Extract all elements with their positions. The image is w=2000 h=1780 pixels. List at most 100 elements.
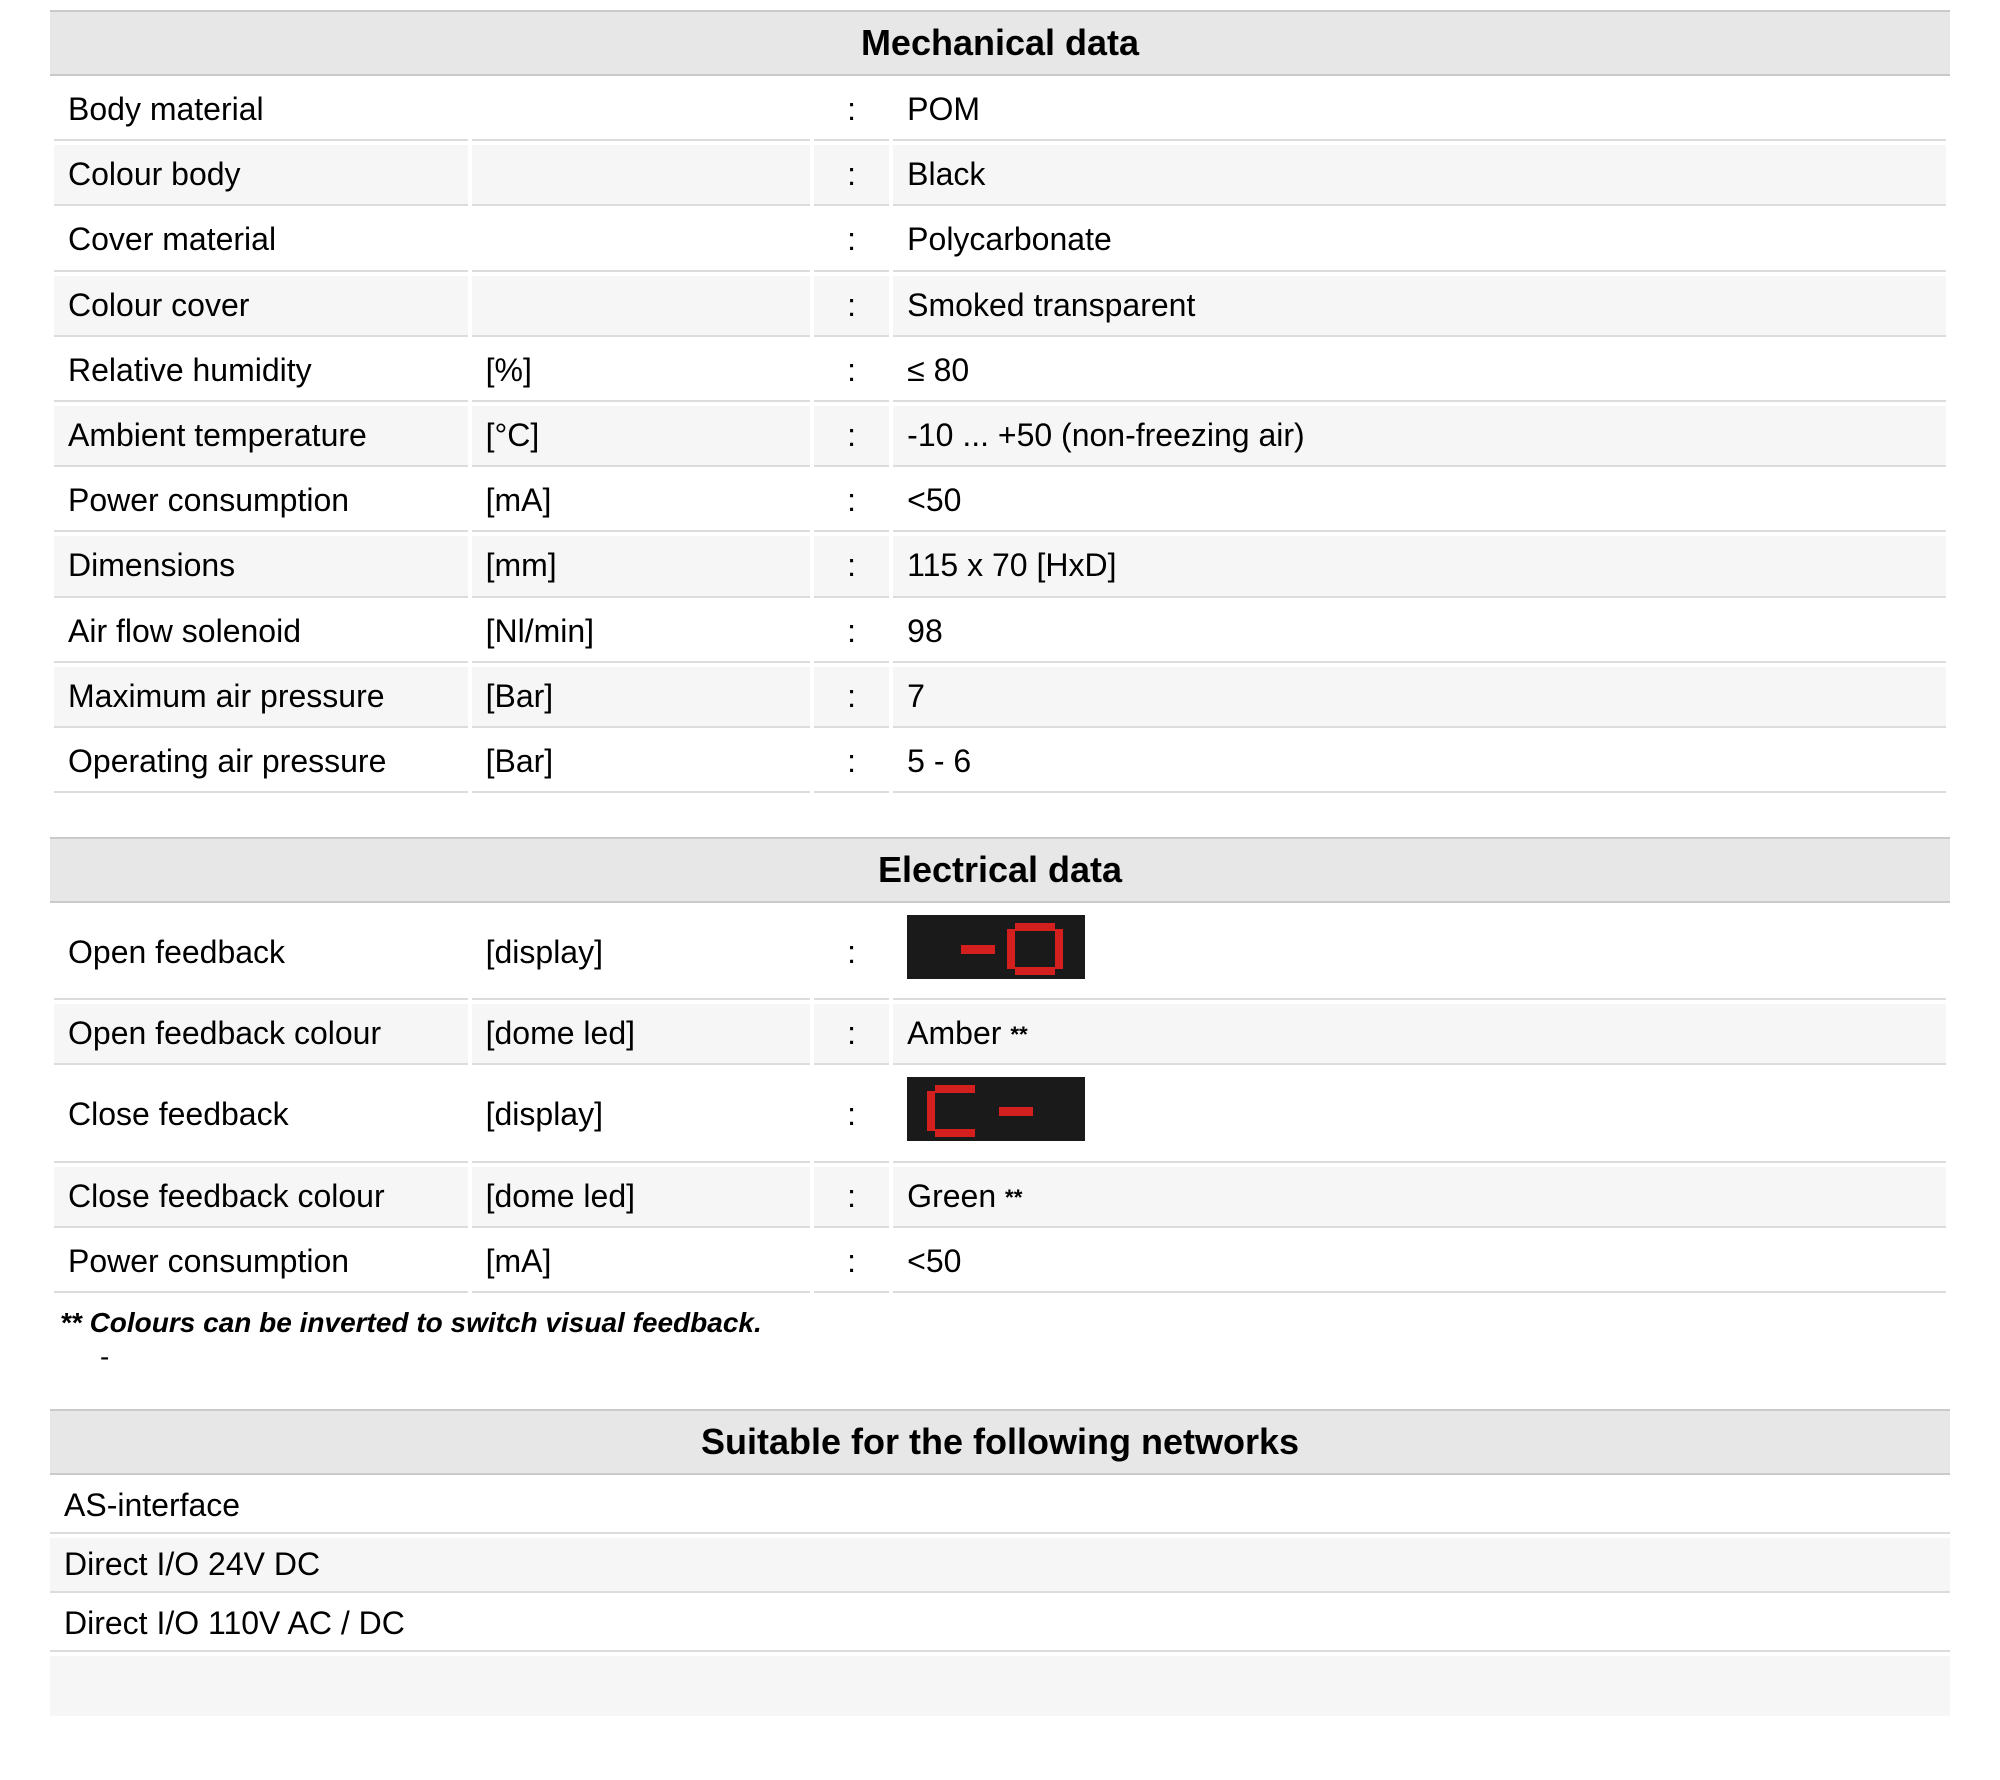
spec-value: Amber ** — [893, 1004, 1946, 1065]
spec-colon: : — [814, 1232, 889, 1293]
spec-label: Ambient temperature — [54, 406, 468, 467]
spec-colon: : — [814, 1069, 889, 1162]
spec-colon: : — [814, 471, 889, 532]
led-display-open-icon — [907, 915, 1085, 979]
spec-unit — [472, 276, 810, 337]
spec-colon: : — [814, 602, 889, 663]
spec-value: Green ** — [893, 1167, 1946, 1228]
spec-unit: [Nl/min] — [472, 602, 810, 663]
spec-value: ≤ 80 — [893, 341, 1946, 402]
spec-value — [893, 907, 1946, 1000]
network-value: AS-interface — [50, 1479, 1950, 1534]
spec-value: POM — [893, 80, 1946, 141]
spec-value: 115 x 70 [HxD] — [893, 536, 1946, 597]
network-row-blank — [50, 1656, 1950, 1716]
spec-colon: : — [814, 80, 889, 141]
spec-row: Cover material : Polycarbonate — [54, 210, 1946, 271]
spec-value: Smoked transparent — [893, 276, 1946, 337]
electrical-footnote: ** Colours can be inverted to switch vis… — [50, 1301, 1950, 1341]
spec-colon: : — [814, 732, 889, 793]
spec-unit: [mA] — [472, 1232, 810, 1293]
spec-unit: [°C] — [472, 406, 810, 467]
spec-label: Colour cover — [54, 276, 468, 337]
spec-colon: : — [814, 406, 889, 467]
led-display-close-icon — [907, 1077, 1085, 1141]
spec-unit — [472, 145, 810, 206]
spec-unit: [%] — [472, 341, 810, 402]
spec-colon: : — [814, 667, 889, 728]
spec-unit: [Bar] — [472, 667, 810, 728]
network-row: Direct I/O 110V AC / DC — [50, 1597, 1950, 1652]
spec-value: 98 — [893, 602, 1946, 663]
spec-row: Dimensions [mm] : 115 x 70 [HxD] — [54, 536, 1946, 597]
spec-unit: [dome led] — [472, 1167, 810, 1228]
spec-label: Open feedback — [54, 907, 468, 1000]
spec-colon: : — [814, 1004, 889, 1065]
spec-row: Maximum air pressure [Bar] : 7 — [54, 667, 1946, 728]
spec-row: Relative humidity [%] : ≤ 80 — [54, 341, 1946, 402]
spec-row: Close feedback colour [dome led] : Green… — [54, 1167, 1946, 1228]
spec-row: Open feedback [display] : — [54, 907, 1946, 1000]
electrical-data-body: Open feedback [display] : — [54, 907, 1946, 1293]
spec-value-text: Green — [907, 1178, 996, 1214]
spec-label: Air flow solenoid — [54, 602, 468, 663]
spec-unit: [mA] — [472, 471, 810, 532]
spec-colon: : — [814, 341, 889, 402]
mechanical-data-title: Mechanical data — [50, 10, 1950, 76]
spec-label: Power consumption — [54, 1232, 468, 1293]
spec-row: Ambient temperature [°C] : -10 ... +50 (… — [54, 406, 1946, 467]
spec-value: Polycarbonate — [893, 210, 1946, 271]
spec-value — [893, 1069, 1946, 1162]
spec-value: <50 — [893, 471, 1946, 532]
networks-title: Suitable for the following networks — [50, 1409, 1950, 1475]
electrical-data-title: Electrical data — [50, 837, 1950, 903]
footnote-marker: ** — [1005, 1184, 1022, 1209]
spec-label: Relative humidity — [54, 341, 468, 402]
mechanical-data-table: Mechanical data Body material : POM Colo… — [50, 10, 1950, 797]
spec-unit — [472, 80, 810, 141]
spec-label: Maximum air pressure — [54, 667, 468, 728]
spec-label: Close feedback colour — [54, 1167, 468, 1228]
network-value: Direct I/O 110V AC / DC — [50, 1597, 1950, 1652]
spec-colon: : — [814, 536, 889, 597]
spec-label: Power consumption — [54, 471, 468, 532]
page: Mechanical data Body material : POM Colo… — [0, 0, 2000, 1780]
spec-label: Operating air pressure — [54, 732, 468, 793]
spec-colon: : — [814, 1167, 889, 1228]
spec-value: <50 — [893, 1232, 1946, 1293]
spec-colon: : — [814, 276, 889, 337]
footnote-separator: - — [50, 1341, 1950, 1403]
spec-row: Power consumption [mA] : <50 — [54, 1232, 1946, 1293]
network-row: AS-interface — [50, 1479, 1950, 1534]
spec-label: Open feedback colour — [54, 1004, 468, 1065]
spec-row: Body material : POM — [54, 80, 1946, 141]
spec-label: Body material — [54, 80, 468, 141]
spec-row: Power consumption [mA] : <50 — [54, 471, 1946, 532]
spec-value: 7 — [893, 667, 1946, 728]
spec-value: Black — [893, 145, 1946, 206]
spec-label: Cover material — [54, 210, 468, 271]
footnote-marker: ** — [1010, 1022, 1027, 1047]
spec-unit: [display] — [472, 1069, 810, 1162]
spec-unit: [dome led] — [472, 1004, 810, 1065]
spec-colon: : — [814, 210, 889, 271]
spec-row: Open feedback colour [dome led] : Amber … — [54, 1004, 1946, 1065]
spec-colon: : — [814, 907, 889, 1000]
networks-table: Suitable for the following networks AS-i… — [50, 1409, 1950, 1720]
spec-value-text: Amber — [907, 1015, 1001, 1051]
mechanical-data-body: Body material : POM Colour body : Black … — [54, 80, 1946, 793]
spec-row: Operating air pressure [Bar] : 5 - 6 — [54, 732, 1946, 793]
spec-row: Colour body : Black — [54, 145, 1946, 206]
electrical-data-table: Electrical data Open feedback [display] … — [50, 837, 1950, 1297]
spec-unit: [mm] — [472, 536, 810, 597]
spec-value: 5 - 6 — [893, 732, 1946, 793]
spec-unit — [472, 210, 810, 271]
spec-label: Colour body — [54, 145, 468, 206]
spec-row: Air flow solenoid [Nl/min] : 98 — [54, 602, 1946, 663]
network-row: Direct I/O 24V DC — [50, 1538, 1950, 1593]
spec-unit: [display] — [472, 907, 810, 1000]
spec-unit: [Bar] — [472, 732, 810, 793]
network-value: Direct I/O 24V DC — [50, 1538, 1950, 1593]
networks-body: AS-interface Direct I/O 24V DC Direct I/… — [50, 1479, 1950, 1716]
spec-row: Close feedback [display] : — [54, 1069, 1946, 1162]
